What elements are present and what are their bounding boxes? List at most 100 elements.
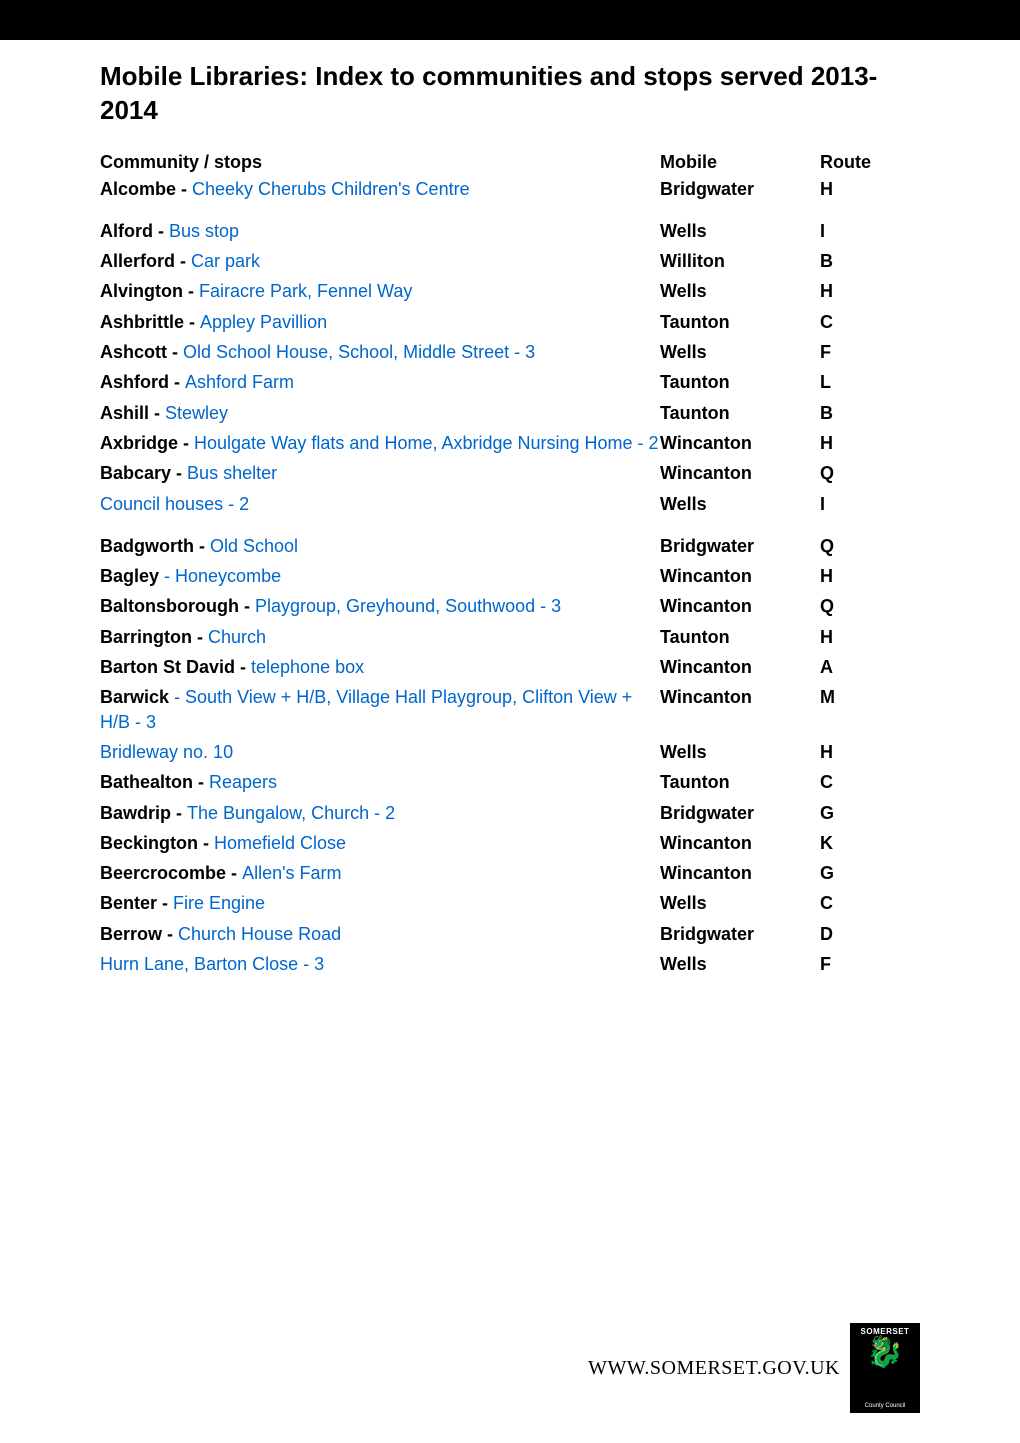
table-row: Bagley - HoneycombeWincantonH [100,564,920,588]
logo-top-text: SOMERSET [861,1325,910,1336]
community-link[interactable]: Bridleway no. 10 [100,742,233,762]
route-cell: Q [820,461,900,485]
mobile-cell: Wells [660,492,820,516]
community-link[interactable]: Church [208,627,266,647]
community-link[interactable]: Old School [210,536,298,556]
community-name: Alford - [100,221,169,241]
community-link[interactable]: The Bungalow, Church - 2 [187,803,395,823]
community-cell: Axbridge - Houlgate Way flats and Home, … [100,431,660,455]
community-link[interactable]: Old School House, School, Middle Street … [183,342,535,362]
community-link[interactable]: Fairacre Park, Fennel Way [199,281,412,301]
community-name: Ashcott - [100,342,183,362]
route-cell: A [820,655,900,679]
route-cell: H [820,431,900,455]
community-link[interactable]: Stewley [165,403,228,423]
mobile-cell: Wincanton [660,831,820,855]
community-name: Barrington - [100,627,208,647]
community-name: Baltonsborough - [100,596,255,616]
community-cell: Beercrocombe - Allen's Farm [100,861,660,885]
route-cell: Q [820,594,900,618]
header-mobile: Mobile [660,152,820,173]
community-link[interactable]: - South View + H/B, Village Hall Playgro… [100,687,632,731]
somerset-logo: SOMERSET 🐉 County Council [850,1323,920,1413]
community-link[interactable]: Appley Pavillion [200,312,327,332]
community-cell: Badgworth - Old School [100,534,660,558]
mobile-cell: Wells [660,891,820,915]
mobile-cell: Wells [660,340,820,364]
mobile-cell: Bridgwater [660,534,820,558]
community-cell: Berrow - Church House Road [100,922,660,946]
mobile-cell: Wincanton [660,685,820,734]
table-row: Bathealton - ReapersTauntonC [100,770,920,794]
community-name: Badgworth - [100,536,210,556]
community-link[interactable]: Houlgate Way flats and Home, Axbridge Nu… [194,433,659,453]
dragon-icon: 🐉 [866,1338,903,1368]
table-row: Barwick - South View + H/B, Village Hall… [100,685,920,734]
community-cell: Bathealton - Reapers [100,770,660,794]
mobile-cell: Bridgwater [660,801,820,825]
footer: WWW.SOMERSET.GOV.UK SOMERSET 🐉 County Co… [588,1323,920,1413]
community-cell: Council houses - 2 [100,492,660,516]
community-link[interactable]: Ashford Farm [185,372,294,392]
route-cell: G [820,801,900,825]
table-row: Alcombe - Cheeky Cherubs Children's Cent… [100,177,920,201]
header-route: Route [820,152,900,173]
table-row: Allerford - Car parkWillitonB [100,249,920,273]
community-cell: Bagley - Honeycombe [100,564,660,588]
community-cell: Benter - Fire Engine [100,891,660,915]
mobile-cell: Wincanton [660,861,820,885]
community-link[interactable]: Council houses - 2 [100,494,249,514]
route-cell: I [820,219,900,243]
mobile-cell: Wells [660,952,820,976]
header-bar [0,0,1020,40]
community-cell: Barwick - South View + H/B, Village Hall… [100,685,660,734]
community-name: Benter - [100,893,173,913]
community-cell: Allerford - Car park [100,249,660,273]
community-link[interactable]: Bus stop [169,221,239,241]
route-cell: I [820,492,900,516]
route-cell: M [820,685,900,734]
community-cell: Alcombe - Cheeky Cherubs Children's Cent… [100,177,660,201]
mobile-cell: Taunton [660,370,820,394]
community-name: Ashford - [100,372,185,392]
mobile-cell: Bridgwater [660,922,820,946]
community-cell: Ashford - Ashford Farm [100,370,660,394]
community-name: Babcary - [100,463,187,483]
mobile-cell: Wells [660,740,820,764]
table-row: Ashford - Ashford FarmTauntonL [100,370,920,394]
mobile-cell: Wincanton [660,594,820,618]
community-link[interactable]: - Honeycombe [159,566,281,586]
community-link[interactable]: Playgroup, Greyhound, Southwood - 3 [255,596,561,616]
table-row: Hurn Lane, Barton Close - 3 WellsF [100,952,920,976]
table-row: Council houses - 2 WellsI [100,492,920,516]
mobile-cell: Wells [660,219,820,243]
mobile-cell: Williton [660,249,820,273]
community-link[interactable]: Bus shelter [187,463,277,483]
community-link[interactable]: Allen's Farm [242,863,341,883]
community-link[interactable]: Church House Road [178,924,341,944]
mobile-cell: Wincanton [660,564,820,588]
community-cell: Ashill - Stewley [100,401,660,425]
table-row: Barton St David - telephone boxWincanton… [100,655,920,679]
table-row: Ashill - StewleyTauntonB [100,401,920,425]
community-cell: Barrington - Church [100,625,660,649]
community-cell: Ashbrittle - Appley Pavillion [100,310,660,334]
community-name: Alcombe - [100,179,192,199]
community-link[interactable]: Reapers [209,772,277,792]
table-row: Benter - Fire EngineWellsC [100,891,920,915]
route-cell: F [820,952,900,976]
community-link[interactable]: Homefield Close [214,833,346,853]
community-link[interactable]: Cheeky Cherubs Children's Centre [192,179,470,199]
community-link[interactable]: Fire Engine [173,893,265,913]
community-link[interactable]: Car park [191,251,260,271]
community-link[interactable]: telephone box [251,657,364,677]
logo-bottom-text: County Council [865,1403,906,1409]
table-body: Alcombe - Cheeky Cherubs Children's Cent… [100,177,920,977]
community-name: Barton St David - [100,657,251,677]
route-cell: C [820,770,900,794]
community-name: Bawdrip - [100,803,187,823]
community-name: Allerford - [100,251,191,271]
community-name: Barwick [100,687,169,707]
table-row: Baltonsborough - Playgroup, Greyhound, S… [100,594,920,618]
community-link[interactable]: Hurn Lane, Barton Close - 3 [100,954,324,974]
